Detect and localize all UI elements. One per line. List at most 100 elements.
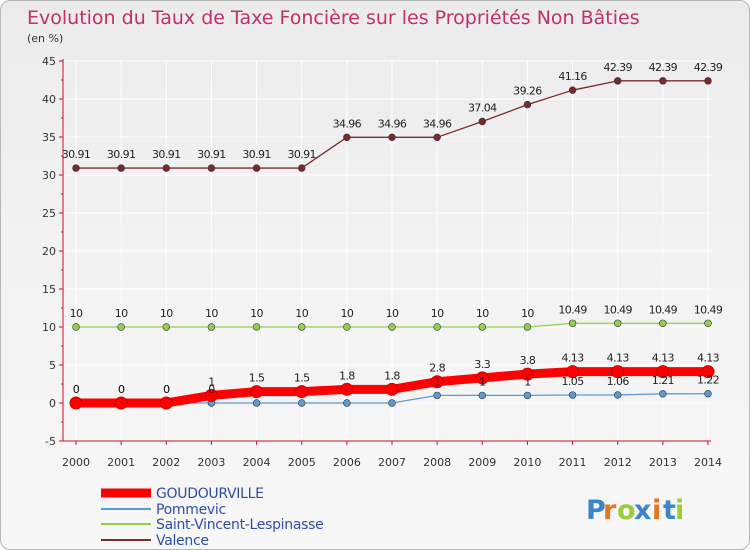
data-label: 30.91 xyxy=(152,148,181,161)
data-point xyxy=(433,133,441,142)
data-point xyxy=(478,323,486,331)
data-label: 41.16 xyxy=(558,70,587,83)
data-point xyxy=(704,390,712,398)
data-point xyxy=(72,323,80,331)
data-point xyxy=(298,164,306,172)
data-point xyxy=(207,323,216,331)
data-label: 42.39 xyxy=(603,61,632,74)
data-label: 1.22 xyxy=(697,374,719,387)
y-tick-label: 10 xyxy=(42,321,56,334)
data-label: 10.49 xyxy=(649,303,678,316)
data-point xyxy=(295,385,309,399)
data-label: 3.3 xyxy=(474,358,490,371)
data-label: 30.91 xyxy=(107,148,136,161)
data-point xyxy=(656,365,670,379)
data-point xyxy=(523,391,532,400)
x-tick-label: 2003 xyxy=(197,456,225,469)
data-point xyxy=(162,323,170,331)
data-label: 2.8 xyxy=(429,362,445,375)
data-point xyxy=(614,391,622,399)
data-point xyxy=(117,164,125,172)
legend-label-valence: Valence xyxy=(156,533,209,549)
data-point xyxy=(523,323,532,331)
data-label: 1.06 xyxy=(607,375,630,388)
data-point xyxy=(433,391,441,400)
data-label: 1.8 xyxy=(339,369,355,382)
data-point xyxy=(298,399,306,407)
x-tick-label: 2007 xyxy=(378,456,406,469)
logo-letter: t xyxy=(663,495,676,526)
data-point xyxy=(433,323,441,331)
data-point xyxy=(204,388,218,402)
data-label: 4.13 xyxy=(652,352,675,365)
data-label: 1 xyxy=(479,375,485,388)
logo-letter: o xyxy=(617,495,636,526)
data-label: 10 xyxy=(250,307,263,320)
data-point xyxy=(385,382,399,396)
legend: GOUDOURVILLEPommevicSaint-Vincent-Lespin… xyxy=(101,486,324,549)
data-label: 30.91 xyxy=(62,148,91,161)
data-point xyxy=(659,77,667,85)
x-tick-label: 2005 xyxy=(288,456,316,469)
data-label: 3.8 xyxy=(520,354,536,367)
proxiti-logo: Pr ox i t i xyxy=(586,495,684,526)
data-label: 10 xyxy=(160,307,173,320)
data-point xyxy=(343,133,351,142)
data-label: 42.39 xyxy=(694,61,723,74)
y-tick-label: -5 xyxy=(45,435,56,448)
y-tick-label: 45 xyxy=(42,55,56,68)
data-label: 34.96 xyxy=(378,117,407,130)
data-label: 10 xyxy=(340,307,353,320)
data-point xyxy=(659,390,667,398)
data-label: 4.13 xyxy=(697,352,720,365)
x-tick-label: 2014 xyxy=(694,456,722,469)
data-point xyxy=(252,164,261,172)
data-point xyxy=(430,375,444,389)
data-point xyxy=(114,396,128,410)
data-label: 0 xyxy=(73,383,80,396)
legend-label-goudourville: GOUDOURVILLE xyxy=(156,486,264,502)
data-label: 10 xyxy=(521,307,534,320)
data-point xyxy=(475,371,489,385)
data-point xyxy=(343,323,351,331)
data-point xyxy=(162,164,170,172)
y-tick-label: 40 xyxy=(42,93,56,106)
data-point xyxy=(340,382,354,396)
y-tick-label: 30 xyxy=(42,169,56,182)
data-point xyxy=(478,391,486,400)
data-label: 0 xyxy=(208,383,215,396)
y-tick-label: 35 xyxy=(42,131,56,144)
x-tick-label: 2010 xyxy=(513,456,541,469)
data-label: 10.49 xyxy=(694,303,723,316)
data-label: 10 xyxy=(115,307,128,320)
data-label: 10.49 xyxy=(603,303,632,316)
data-label: 1.5 xyxy=(249,372,265,385)
legend-label-pommevic: Pommevic xyxy=(156,502,226,518)
y-tick-label: 5 xyxy=(49,359,56,372)
y-tick-label: 0 xyxy=(49,397,56,410)
data-point xyxy=(611,365,625,379)
data-point xyxy=(117,323,125,331)
data-label: 0 xyxy=(163,383,170,396)
x-tick-label: 2001 xyxy=(107,456,135,469)
legend-label-saint-vincent-lespinasse: Saint-Vincent-Lespinasse xyxy=(156,517,323,533)
data-label: 4.13 xyxy=(562,352,585,365)
data-point xyxy=(69,396,83,410)
x-tick-label: 2004 xyxy=(243,456,271,469)
data-point xyxy=(250,385,264,399)
data-point xyxy=(568,391,577,399)
series-saint-vincent-lespinasse xyxy=(72,319,712,331)
data-point xyxy=(207,164,216,172)
data-label: 30.91 xyxy=(197,148,226,161)
data-label: 1.8 xyxy=(384,369,400,382)
data-point xyxy=(614,77,622,85)
data-point xyxy=(72,164,80,172)
data-label: 10 xyxy=(70,307,83,320)
data-point xyxy=(388,133,396,142)
data-labels: 30.91 30.91 30.91 30.91 30.91 30.91 34.96 34.96… xyxy=(62,61,724,396)
data-point xyxy=(659,319,667,327)
data-point xyxy=(343,399,351,407)
data-point xyxy=(520,367,534,381)
